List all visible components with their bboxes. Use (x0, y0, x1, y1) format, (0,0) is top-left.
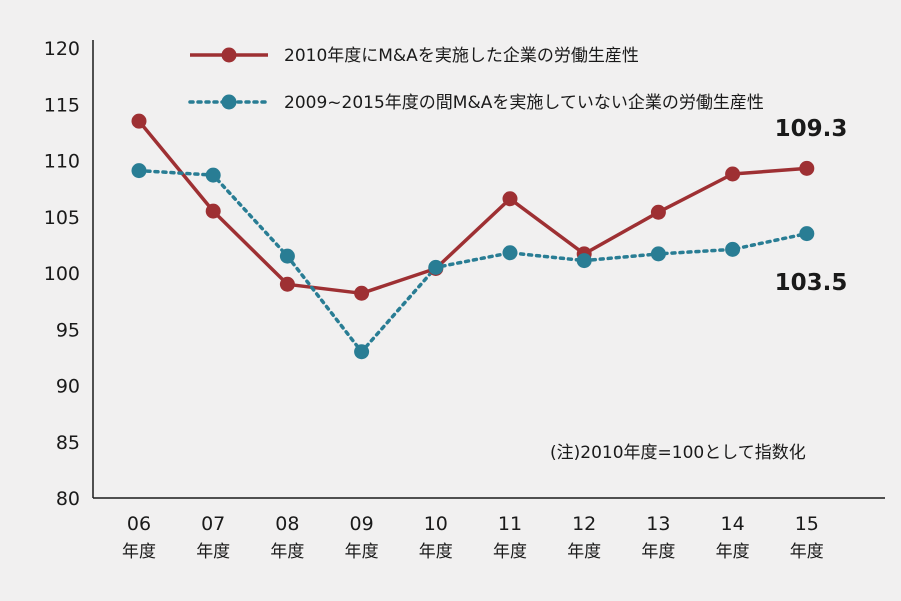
x-tick-label: 12 (572, 513, 596, 535)
series-points (131, 113, 815, 360)
x-tick-label: 06 (127, 513, 151, 535)
x-tick-label: 10 (424, 513, 448, 535)
x-tick-label-unit: 年度 (122, 542, 156, 562)
x-tick-label-unit: 年度 (790, 542, 824, 562)
x-tick-label: 11 (498, 513, 522, 535)
series-2-point (799, 226, 815, 242)
y-axis-ticks: 80 85 90 95 100 105 110 115 120 (44, 38, 80, 510)
y-tick-label: 110 (44, 151, 80, 173)
y-tick-label: 95 (56, 319, 80, 341)
x-tick-label: 07 (201, 513, 225, 535)
x-tick-label-unit: 年度 (641, 542, 675, 562)
y-tick-label: 115 (44, 94, 80, 116)
series-1-point (354, 285, 370, 301)
end-value-label-1: 109.3 (775, 116, 848, 142)
legend-label-2: 2009~2015年度の間M&Aを実施していない企業の労働生産性 (284, 93, 764, 113)
legend-marker-1 (221, 47, 237, 63)
series-line-2 (137, 168, 809, 354)
x-tick-label-unit: 年度 (345, 542, 379, 562)
x-tick-label-unit: 年度 (493, 542, 527, 562)
y-tick-label: 90 (56, 376, 80, 398)
series-2-point (279, 248, 295, 264)
end-labels: 109.3 103.5 (775, 116, 848, 296)
legend: 2010年度にM&Aを実施した企業の労働生産性 2009~2015年度の間M&Aを… (188, 46, 764, 113)
chart-note: (注)2010年度=100として指数化 (550, 443, 806, 463)
x-tick-label-unit: 年度 (567, 542, 601, 562)
x-tick-label: 08 (275, 513, 299, 535)
series-2-point (205, 167, 221, 183)
legend-label-1: 2010年度にM&Aを実施した企業の労働生産性 (284, 46, 639, 66)
series-2-point (650, 246, 666, 262)
y-tick-label: 80 (56, 488, 80, 510)
series-2-point (502, 245, 518, 261)
x-tick-label: 13 (646, 513, 670, 535)
series-2-point (131, 163, 147, 179)
series-line-1 (137, 119, 807, 296)
x-tick-label-unit: 年度 (196, 542, 230, 562)
axes (92, 40, 885, 499)
y-tick-label: 85 (56, 432, 80, 454)
y-tick-label: 120 (44, 38, 80, 60)
x-tick-label: 14 (721, 513, 745, 535)
series-1-point (205, 203, 221, 219)
series-1-point (725, 166, 741, 182)
series-lines (137, 119, 809, 354)
end-value-label-2: 103.5 (775, 270, 848, 296)
series-1-point (131, 113, 147, 129)
x-tick-label-unit: 年度 (716, 542, 750, 562)
series-2-point (725, 241, 741, 257)
y-tick-label: 105 (44, 207, 80, 229)
legend-marker-2 (221, 94, 237, 110)
series-1-point (799, 160, 815, 176)
y-tick-label: 100 (44, 263, 80, 285)
series-2-point (428, 259, 444, 275)
series-1-point (502, 191, 518, 207)
series-2-point (576, 253, 592, 269)
x-tick-label-unit: 年度 (270, 542, 304, 562)
series-1-point (279, 276, 295, 292)
x-tick-label: 09 (350, 513, 374, 535)
series-1-point (650, 204, 666, 220)
x-tick-label: 15 (795, 513, 819, 535)
x-tick-label-unit: 年度 (419, 542, 453, 562)
series-2-point (354, 344, 370, 360)
x-axis-ticks: 06 年度 07 年度 08 年度 09 年度 10 年度 11 年度 12 年度 13 年度 14 年度 15 年度 (122, 513, 824, 562)
